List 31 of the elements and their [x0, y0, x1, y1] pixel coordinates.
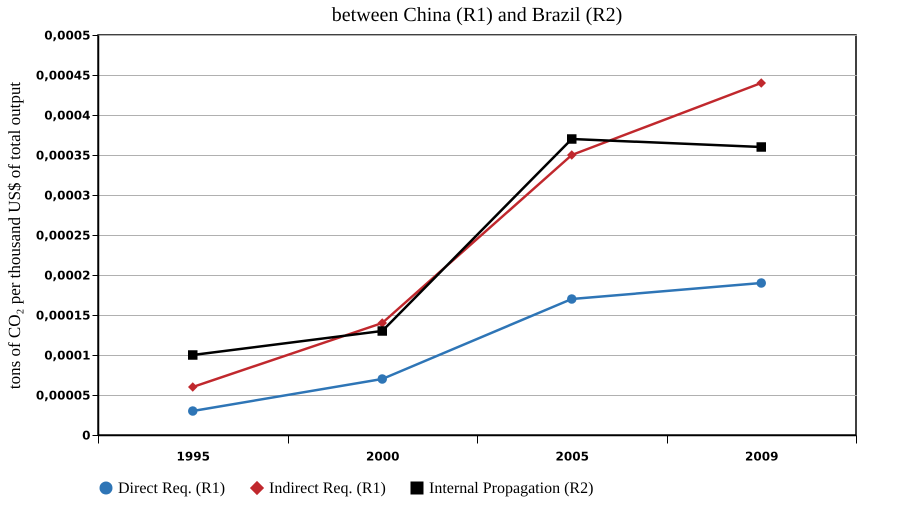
point — [756, 142, 766, 152]
point — [188, 406, 198, 416]
y-tick-label: 0,0004 — [44, 108, 90, 122]
x-tick-label: 2009 — [745, 450, 778, 464]
legend-label: Indirect Req. (R1) — [269, 480, 386, 497]
point — [378, 326, 387, 336]
x-tick-label: 1995 — [176, 450, 210, 464]
y-tick-label: 0,00025 — [36, 228, 90, 242]
y-tick-label: 0,0003 — [44, 188, 90, 202]
point — [567, 134, 576, 144]
point — [756, 78, 766, 88]
point — [756, 278, 766, 288]
x-tick-label: 2000 — [366, 450, 400, 464]
y-tick-label: 0 — [82, 428, 90, 442]
y-tick-label: 0,0002 — [44, 268, 90, 282]
y-tick-label: 0,00045 — [36, 68, 90, 82]
point — [567, 150, 576, 160]
y-tick-label: 0,0005 — [44, 28, 90, 42]
y-tick-label: 0,00015 — [36, 308, 90, 322]
y-tick-label: 0,0001 — [44, 348, 90, 362]
y-tick-label: 0,00035 — [36, 148, 90, 162]
legend-label: Direct Req. (R1) — [118, 480, 226, 497]
point — [567, 294, 576, 304]
chart-title: between China (R1) and Brazil (R2) — [332, 4, 622, 26]
legend-label: Internal Propagation (R2) — [429, 480, 594, 497]
point — [188, 350, 198, 360]
point — [188, 382, 198, 392]
x-tick-label: 2005 — [556, 450, 589, 464]
y-tick-label: 0,00005 — [36, 388, 90, 402]
point — [378, 374, 387, 384]
y-axis-title: tons of CO₂ per thousand US$ of total output — [4, 82, 24, 390]
